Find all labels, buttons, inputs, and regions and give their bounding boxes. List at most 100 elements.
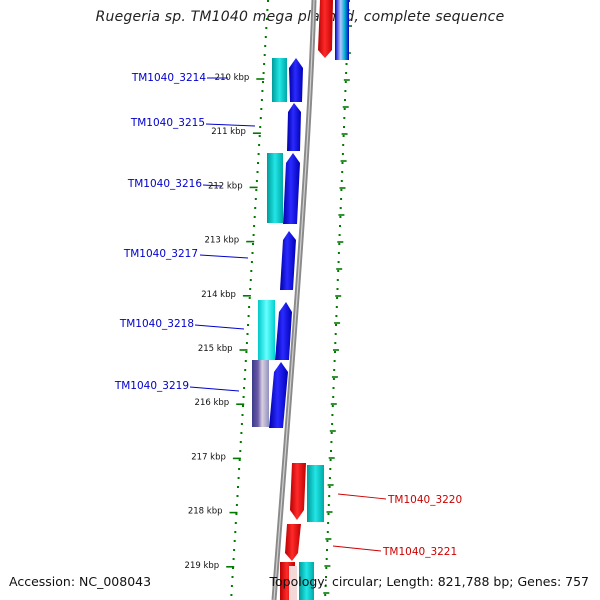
gene-cyan-3216[interactable] [267, 153, 283, 223]
inner-ring-dot [265, 27, 268, 29]
inner-ring-dot [231, 576, 234, 578]
gene-mixed-3219[interactable] [252, 360, 269, 427]
gene-label-3221[interactable]: TM1040_3221 [382, 546, 457, 558]
inner-ring-dot [266, 9, 269, 11]
gene-arrow-3215[interactable] [287, 103, 301, 151]
outer-ring-dot [326, 531, 329, 533]
inner-ring-dot [260, 99, 263, 101]
inner-ring-dot [258, 135, 261, 137]
gene-arrow-3221[interactable] [285, 524, 301, 561]
outer-ring-dot [339, 207, 342, 209]
inner-ring-dot [265, 18, 268, 20]
gene-label-3214[interactable]: TM1040_3214 [131, 72, 206, 84]
outer-ring-dot [333, 369, 336, 371]
outer-ring-dot [328, 495, 331, 497]
accession-text: Accession: NC_008043 [9, 574, 152, 589]
inner-ring-dot [233, 549, 236, 551]
scale-tick-label: 214 kbp [201, 290, 236, 300]
outer-ring-dot [331, 405, 334, 407]
inner-ring-dot [239, 441, 242, 443]
gene-box-top-mixed[interactable] [335, 0, 349, 60]
inner-ring-dot [240, 423, 243, 425]
outer-ring-dot [325, 567, 328, 569]
inner-ring-dot [233, 540, 236, 542]
outer-ring-dot [330, 450, 332, 452]
outer-ring-dot [344, 81, 347, 83]
gene-arrow-3216[interactable] [283, 153, 300, 224]
inner-ring-dot [230, 585, 233, 587]
inner-ring-dot [244, 369, 247, 371]
inner-ring-dot [264, 36, 267, 38]
inner-ring-dot [243, 378, 246, 380]
outer-ring-dot [337, 252, 340, 254]
inner-ring-dot [246, 333, 249, 335]
outer-ring-dot [324, 585, 327, 587]
inner-ring-dot [244, 360, 247, 362]
inner-ring-dot [239, 450, 242, 452]
gene-label-3217[interactable]: TM1040_3217 [123, 248, 198, 260]
inner-ring-dot [251, 252, 254, 254]
outer-ring-dot [333, 360, 336, 362]
outer-ring-dot [329, 459, 332, 461]
inner-ring-dot [234, 522, 237, 524]
gene-label-3219[interactable]: TM1040_3219 [114, 380, 189, 392]
outer-ring-dot [336, 279, 339, 281]
inner-ring-dot [235, 513, 238, 515]
gene-arrow-reverse-top[interactable] [318, 0, 333, 58]
inner-ring-dot [250, 261, 253, 263]
outer-ring-dot [326, 549, 328, 551]
gene-cyan-3214[interactable] [272, 58, 287, 102]
inner-ring-dot [230, 594, 233, 596]
outer-ring-dot [341, 162, 344, 164]
scale-tick-label: 213 kbp [205, 236, 240, 246]
inner-ring-dot [264, 45, 267, 47]
scale-tick-label: 217 kbp [191, 452, 226, 462]
inner-ring-dot [262, 81, 264, 83]
inner-ring-dot [238, 468, 241, 470]
inner-ring-dot [237, 486, 239, 488]
leader-3216 [202, 184, 223, 187]
outer-ring-dot [340, 198, 343, 200]
gene-arrow-3220[interactable] [290, 463, 306, 520]
gene-arrow-3219[interactable] [269, 362, 288, 428]
gene-cyan-3218[interactable] [258, 300, 275, 360]
inner-ring-dot [253, 225, 256, 227]
outer-ring-dot [341, 153, 344, 155]
outer-ring-dot [332, 378, 335, 380]
gene-box-bottom-cyan[interactable] [299, 562, 314, 600]
gene-label-3215[interactable]: TM1040_3215 [130, 117, 205, 129]
outer-ring-dot [345, 63, 348, 65]
scale-tick-label: 215 kbp [198, 344, 233, 354]
inner-dotted-ring [230, 0, 269, 596]
outer-ring-dot [341, 171, 344, 173]
gene-arrow-3214[interactable] [289, 58, 303, 102]
leader-3217 [199, 254, 249, 259]
outer-ring-dot [334, 333, 337, 335]
gene-label-3218[interactable]: TM1040_3218 [119, 318, 194, 330]
leader-3220 [337, 493, 387, 500]
genome-summary-text: Topology: circular; Length: 821,788 bp; … [269, 574, 590, 589]
gene-label-3216[interactable]: TM1040_3216 [127, 178, 202, 190]
outer-ring-dot [335, 315, 338, 317]
inner-ring-dot [248, 306, 251, 308]
outer-ring-dot [339, 216, 342, 218]
gene-box-bottom-light[interactable] [289, 566, 297, 600]
inner-ring-dot [232, 558, 235, 560]
gene-cyan-3220[interactable] [307, 465, 324, 522]
outer-ring-dot [326, 540, 329, 542]
inner-ring-dot [252, 234, 255, 236]
leader-3219 [189, 386, 240, 392]
outer-ring-dot [343, 126, 345, 128]
inner-ring-dot [243, 387, 246, 389]
gene-arrow-3217[interactable] [280, 231, 296, 290]
outer-ring-dot [337, 270, 340, 272]
outer-ring-dot [336, 288, 339, 290]
inner-ring-dot [263, 54, 266, 56]
inner-ring-dot [247, 315, 250, 317]
outer-ring-dot [334, 342, 337, 344]
outer-ring-dot [328, 477, 331, 479]
inner-ring-dot [250, 270, 253, 272]
gene-label-3220[interactable]: TM1040_3220 [387, 494, 462, 506]
gene-arrow-3218[interactable] [275, 302, 292, 360]
